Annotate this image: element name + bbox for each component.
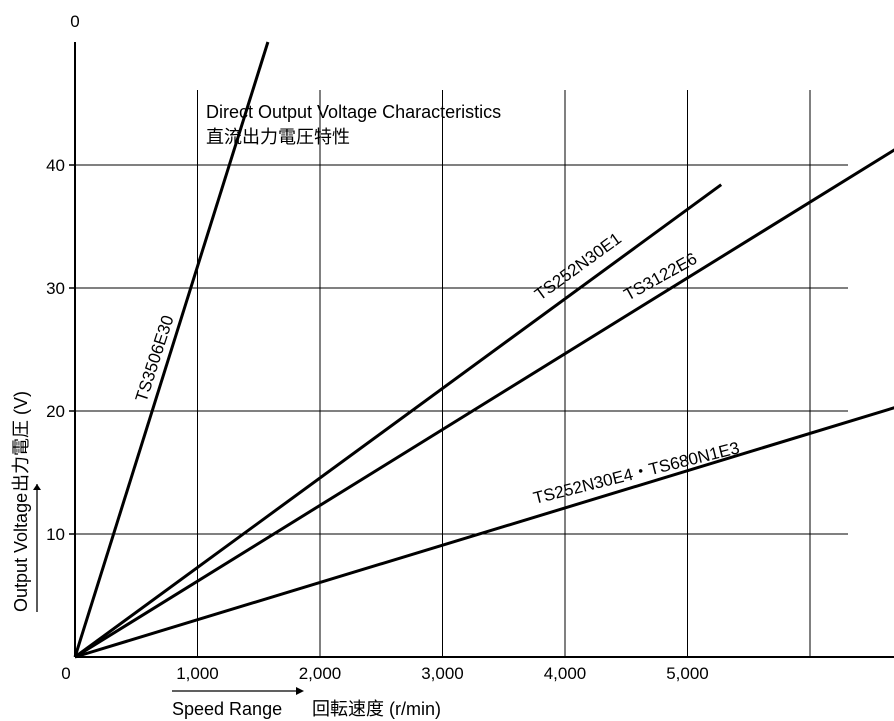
x-axis-label-jp: 回転速度 (r/min)	[312, 699, 441, 719]
x-tick-label: 3,000	[421, 664, 464, 683]
x-axis-label: Speed Range 回転速度 (r/min)	[172, 687, 441, 719]
x-tick-label: 2,000	[299, 664, 342, 683]
series-line-2	[74, 148, 894, 659]
x-axis-label-en: Speed Range	[172, 699, 282, 719]
origin-label: 0	[61, 664, 70, 683]
tick-labels: 10 20 30 40 1,000 2,000 3,000 4,000 5,000 0 0	[46, 12, 709, 683]
chart-title: Direct Output Voltage Characteristics	[206, 102, 501, 122]
y-tick-label: 40	[46, 156, 65, 175]
series-line-3	[74, 406, 894, 659]
y-axis-top-label: 0	[70, 12, 79, 31]
series-label-ts3506e30: TS3506E30	[132, 313, 178, 404]
x-axis-label-arrowhead	[296, 687, 304, 695]
x-tick-label: 4,000	[544, 664, 587, 683]
x-tick-label: 1,000	[176, 664, 219, 683]
chart-subtitle: 直流出力電圧特性	[206, 127, 350, 147]
y-axis-label-jp: 出力電圧 (V)	[11, 391, 31, 492]
series-line-1	[74, 183, 723, 659]
x-tick-label: 5,000	[666, 664, 709, 683]
series-line-0	[73, 41, 270, 658]
y-axis-label-arrowhead	[33, 484, 41, 490]
y-axis-label-en: Output Voltage	[11, 493, 31, 612]
y-axis-label: Output Voltage 出力電圧 (V)	[11, 391, 41, 612]
series-lines	[73, 41, 894, 659]
series-label-ts252n30e4-ts680n1e3: TS252N30E4・TS680N1E3	[531, 438, 741, 508]
y-tick-label: 20	[46, 402, 65, 421]
axes	[69, 42, 894, 658]
grid-lines	[75, 90, 848, 657]
y-tick-label: 30	[46, 279, 65, 298]
y-tick-label: 10	[46, 525, 65, 544]
